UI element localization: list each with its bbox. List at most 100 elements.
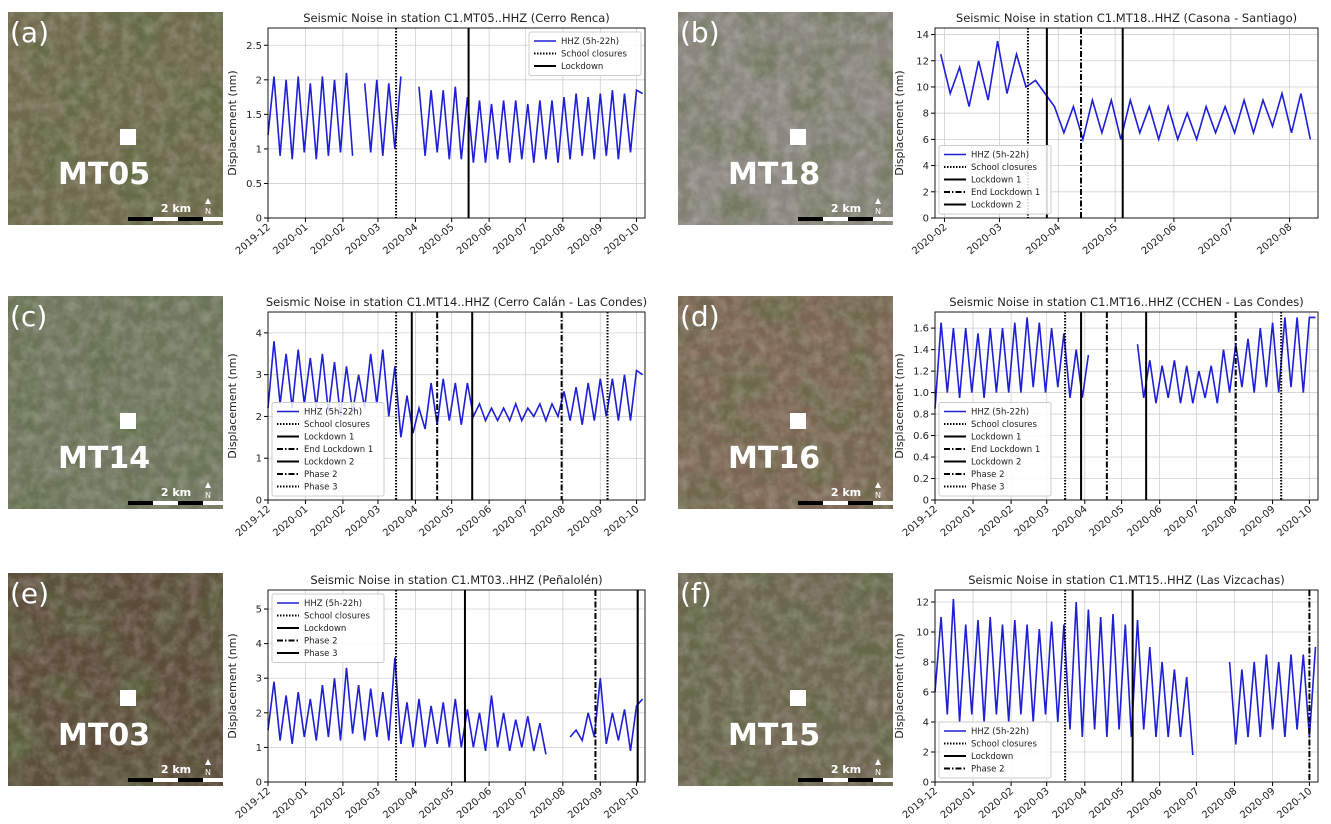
y-tick-label: 0	[923, 778, 929, 789]
y-tick-label: 4	[256, 328, 262, 339]
legend-label: HHZ (5h-22h)	[304, 599, 362, 609]
legend: HHZ (5h-22h) School closures Lockdown	[528, 31, 642, 76]
map-texture	[8, 12, 223, 225]
legend: HHZ (5h-22h) School closures Lockdown Phase…	[938, 721, 1052, 779]
north-arrow	[205, 482, 211, 488]
y-tick-label: 2	[256, 75, 262, 86]
y-axis-label: Displacement (nm)	[893, 70, 906, 175]
x-tick-label: 2020-07	[491, 504, 530, 539]
north-label: N	[875, 768, 881, 777]
y-tick-label: 0.6	[913, 431, 929, 442]
legend: HHZ (5h-22h) School closures Lockdown 1 End…	[271, 402, 385, 497]
scale-bar	[203, 217, 228, 221]
scale-label: 2 km	[161, 763, 191, 776]
legend-label: School closures	[971, 420, 1038, 430]
scale-bar	[128, 217, 153, 221]
y-tick-label: 2.5	[246, 41, 262, 52]
scale-label: 2 km	[161, 486, 191, 499]
chart-title: Seismic Noise in station C1.MT05..HHZ (C…	[303, 11, 610, 25]
x-tick-label: 2020-07	[491, 786, 530, 820]
legend: HHZ (5h-22h) School closures Lockdown 1 End…	[938, 402, 1052, 497]
scale-bar	[873, 778, 898, 782]
map-texture	[8, 296, 223, 509]
x-tick-label: 2020-09	[566, 786, 605, 820]
y-tick-label: 0.4	[913, 453, 929, 464]
legend-label: Lockdown 2	[971, 458, 1021, 468]
y-tick-label: 2	[923, 187, 929, 198]
y-tick-label: 0.2	[913, 474, 929, 485]
map-texture	[8, 573, 223, 786]
legend-label: School closures	[971, 740, 1038, 750]
legend-box	[271, 402, 385, 497]
y-tick-label: 1.6	[913, 324, 929, 335]
north-label: N	[205, 491, 211, 500]
scale-bar	[178, 778, 203, 782]
north-label: N	[875, 207, 881, 216]
north-arrow	[875, 759, 881, 765]
y-tick-label: 2	[256, 412, 262, 423]
x-tick-label: 2020-09	[566, 504, 605, 539]
legend-label: Phase 3	[304, 483, 338, 493]
chart: 0 0.5 1 1.5 2 2.5 2019-122020-012020-022020-03…	[226, 11, 646, 257]
legend-label: HHZ (5h-22h)	[971, 151, 1029, 161]
chart-title: Seismic Noise in station C1.MT14..HHZ (C…	[266, 295, 647, 309]
y-tick-label: 0	[923, 496, 929, 507]
legend-label: Phase 3	[971, 483, 1005, 493]
scale-bar	[823, 217, 848, 221]
legend-label: School closures	[971, 163, 1038, 173]
x-tick-label: 2020-10	[1275, 786, 1314, 820]
x-tick-label: 2020-01	[271, 786, 310, 820]
y-tick-label: 1.2	[913, 367, 929, 378]
legend-label: School closures	[304, 420, 371, 430]
scale-bar	[873, 501, 898, 505]
station-marker	[790, 413, 806, 429]
station-marker	[120, 690, 136, 706]
x-tick-label: 2020-07	[1162, 786, 1201, 820]
x-tick-label: 2020-10	[602, 786, 641, 820]
plot-frame	[934, 311, 1319, 501]
x-tick-label: 2019-12	[901, 504, 940, 539]
x-tick-label: 2020-07	[1197, 222, 1236, 257]
scale-label: 2 km	[831, 486, 861, 499]
y-tick-label: 4	[256, 639, 262, 650]
plot-frame	[267, 589, 646, 783]
legend-label: HHZ (5h-22h)	[971, 408, 1029, 418]
scale-bar	[178, 217, 203, 221]
legend-label: HHZ (5h-22h)	[304, 408, 362, 418]
x-tick-label: 2020-01	[939, 504, 978, 539]
station-label: MT18	[728, 157, 820, 192]
station-marker	[120, 129, 136, 145]
x-tick-label: 2020-06	[1140, 222, 1179, 257]
y-axis-label: Displacement (nm)	[226, 633, 239, 738]
x-tick-label: 2020-02	[910, 222, 949, 257]
x-tick-label: 2019-12	[234, 504, 273, 539]
y-tick-label: 0	[256, 778, 262, 789]
y-tick-label: 1	[256, 144, 262, 155]
station-marker	[790, 690, 806, 706]
scale-bar	[128, 778, 153, 782]
scale-bar	[823, 778, 848, 782]
y-tick-label: 0.5	[246, 179, 262, 190]
x-tick-label: 2020-10	[602, 222, 641, 257]
panel-letter: (a)	[10, 16, 49, 49]
north-arrow	[875, 198, 881, 204]
x-tick-label: 2020-03	[1013, 786, 1052, 820]
chart: 0123452019-122020-012020-022020-032020-0…	[226, 573, 646, 821]
panel-letter: (d)	[680, 300, 720, 333]
y-tick-label: 1	[256, 743, 262, 754]
scale-bar	[823, 501, 848, 505]
map-panel: (a) MT05 2 km N	[8, 12, 228, 225]
x-tick-label: 2020-03	[344, 222, 383, 257]
legend-box	[938, 145, 1052, 215]
legend-label: Phase 2	[971, 765, 1005, 775]
chart-title: Seismic Noise in station C1.MT16..HHZ (C…	[949, 295, 1303, 309]
plot-frame	[267, 27, 646, 219]
y-tick-label: 5	[256, 605, 262, 616]
scale-bar	[203, 778, 228, 782]
x-tick-label: 2020-07	[491, 222, 530, 257]
legend-label: School closures	[561, 50, 628, 60]
legend-label: Phase 2	[971, 470, 1005, 480]
x-tick-label: 2020-03	[344, 504, 383, 539]
x-tick-label: 2020-04	[381, 504, 420, 539]
